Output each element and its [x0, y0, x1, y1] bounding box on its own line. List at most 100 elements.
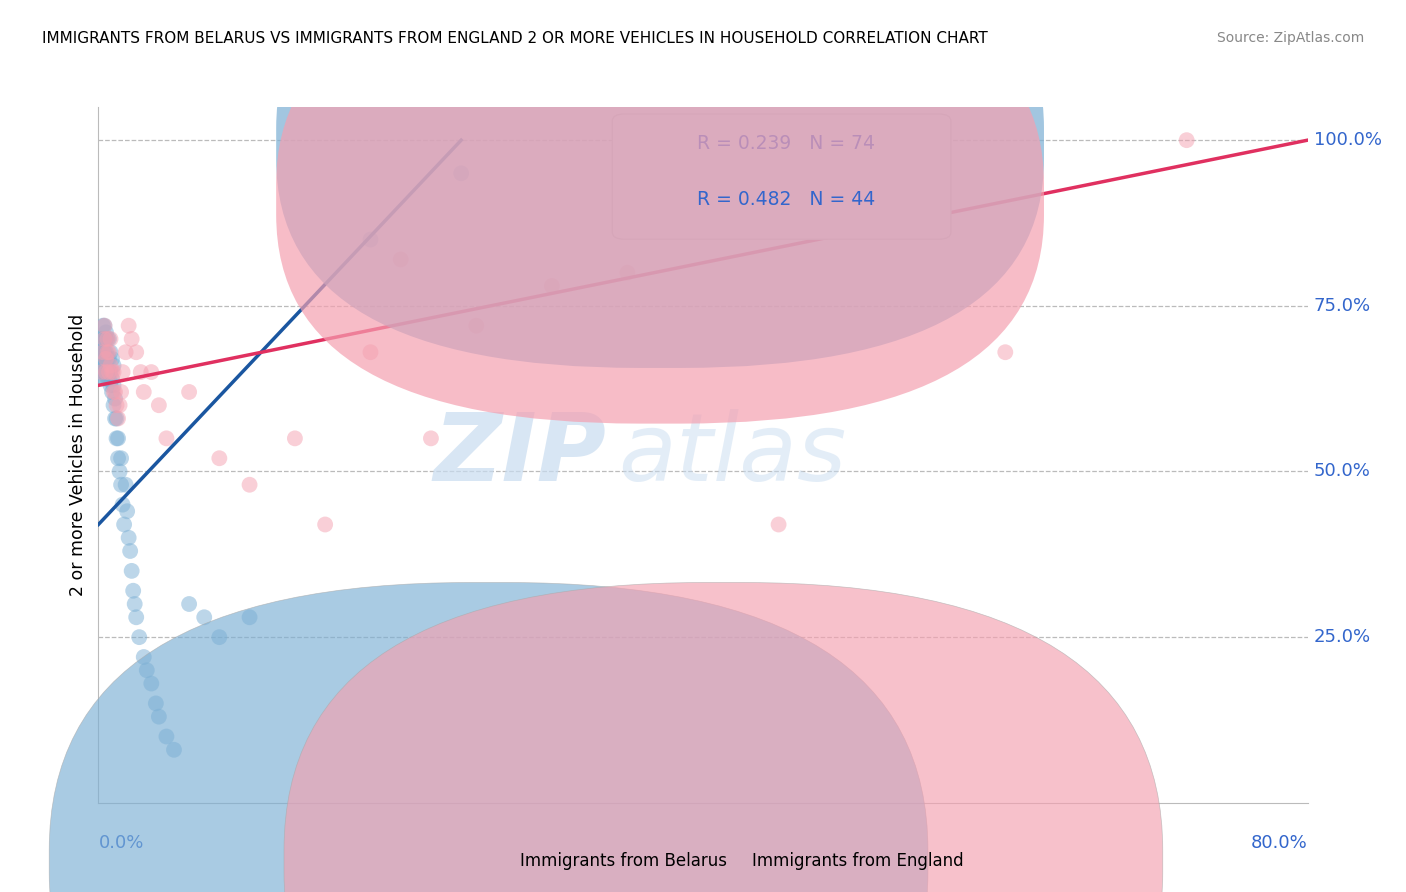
Point	[108, 465, 131, 479]
Point	[100, 365, 122, 379]
Point	[450, 166, 472, 180]
Point	[90, 345, 112, 359]
Point	[360, 233, 382, 247]
Point	[93, 345, 115, 359]
FancyBboxPatch shape	[612, 114, 950, 239]
Point	[100, 332, 122, 346]
Point	[105, 398, 128, 412]
Point	[239, 610, 262, 624]
Point	[208, 451, 231, 466]
Point	[465, 318, 488, 333]
Text: IMMIGRANTS FROM BELARUS VS IMMIGRANTS FROM ENGLAND 2 OR MORE VEHICLES IN HOUSEHO: IMMIGRANTS FROM BELARUS VS IMMIGRANTS FR…	[42, 31, 988, 46]
Text: 80.0%: 80.0%	[1251, 834, 1308, 852]
Text: Immigrants from England: Immigrants from England	[752, 852, 965, 870]
Point	[98, 351, 121, 366]
Point	[107, 451, 129, 466]
Point	[132, 650, 155, 665]
Point	[389, 252, 412, 267]
Point	[105, 411, 128, 425]
Point	[129, 365, 152, 379]
Point	[94, 332, 117, 346]
Point	[114, 477, 136, 491]
Point	[101, 372, 124, 386]
Point	[111, 498, 134, 512]
Point	[90, 332, 112, 346]
Point	[141, 365, 163, 379]
Point	[98, 365, 121, 379]
Point	[540, 279, 562, 293]
Point	[89, 359, 111, 373]
Point	[103, 378, 125, 392]
Point	[91, 332, 114, 346]
Text: R = 0.482   N = 44: R = 0.482 N = 44	[697, 190, 875, 209]
Point	[94, 359, 117, 373]
Point	[107, 411, 129, 425]
Point	[115, 504, 138, 518]
Point	[122, 583, 145, 598]
Point	[155, 730, 177, 744]
Point	[100, 378, 122, 392]
Point	[994, 345, 1017, 359]
Text: Source: ZipAtlas.com: Source: ZipAtlas.com	[1216, 31, 1364, 45]
Point	[148, 398, 170, 412]
Point	[145, 697, 167, 711]
Point	[360, 345, 382, 359]
Point	[105, 431, 128, 445]
Point	[314, 517, 336, 532]
Point	[93, 372, 115, 386]
Point	[90, 351, 112, 366]
Point	[177, 597, 201, 611]
Point	[118, 531, 141, 545]
Point	[135, 663, 157, 677]
Text: ZIP: ZIP	[433, 409, 606, 501]
Point	[96, 332, 118, 346]
Point	[96, 345, 118, 359]
Point	[101, 365, 124, 379]
Point	[104, 411, 127, 425]
Point	[110, 477, 132, 491]
Text: R = 0.239   N = 74: R = 0.239 N = 74	[697, 135, 875, 153]
Y-axis label: 2 or more Vehicles in Household: 2 or more Vehicles in Household	[69, 314, 87, 596]
Point	[94, 365, 117, 379]
Point	[768, 517, 790, 532]
Point	[193, 610, 215, 624]
Point	[103, 365, 125, 379]
Point	[91, 345, 114, 359]
Point	[96, 372, 118, 386]
Text: 75.0%: 75.0%	[1313, 297, 1371, 315]
Point	[177, 384, 201, 399]
Point	[114, 345, 136, 359]
Point	[125, 345, 148, 359]
Point	[94, 365, 117, 379]
FancyBboxPatch shape	[276, 0, 1045, 368]
Point	[616, 266, 638, 280]
FancyBboxPatch shape	[276, 0, 1045, 424]
Point	[93, 351, 115, 366]
Point	[100, 359, 122, 373]
Point	[90, 365, 112, 379]
Text: 25.0%: 25.0%	[1313, 628, 1371, 646]
Point	[148, 709, 170, 723]
Point	[111, 365, 134, 379]
Point	[121, 564, 143, 578]
Point	[124, 597, 146, 611]
Point	[98, 345, 121, 359]
Point	[98, 332, 121, 346]
Point	[120, 544, 142, 558]
Point	[94, 351, 117, 366]
Point	[128, 630, 150, 644]
Point	[89, 351, 111, 366]
Point	[101, 351, 124, 366]
Point	[419, 431, 441, 445]
Point	[91, 318, 114, 333]
Text: atlas: atlas	[619, 409, 846, 500]
Point	[125, 610, 148, 624]
Point	[90, 365, 112, 379]
Point	[104, 384, 127, 399]
Point	[103, 398, 125, 412]
Point	[91, 365, 114, 379]
Text: Immigrants from Belarus: Immigrants from Belarus	[520, 852, 727, 870]
Point	[96, 365, 118, 379]
Text: 100.0%: 100.0%	[1313, 131, 1382, 149]
Point	[98, 372, 121, 386]
